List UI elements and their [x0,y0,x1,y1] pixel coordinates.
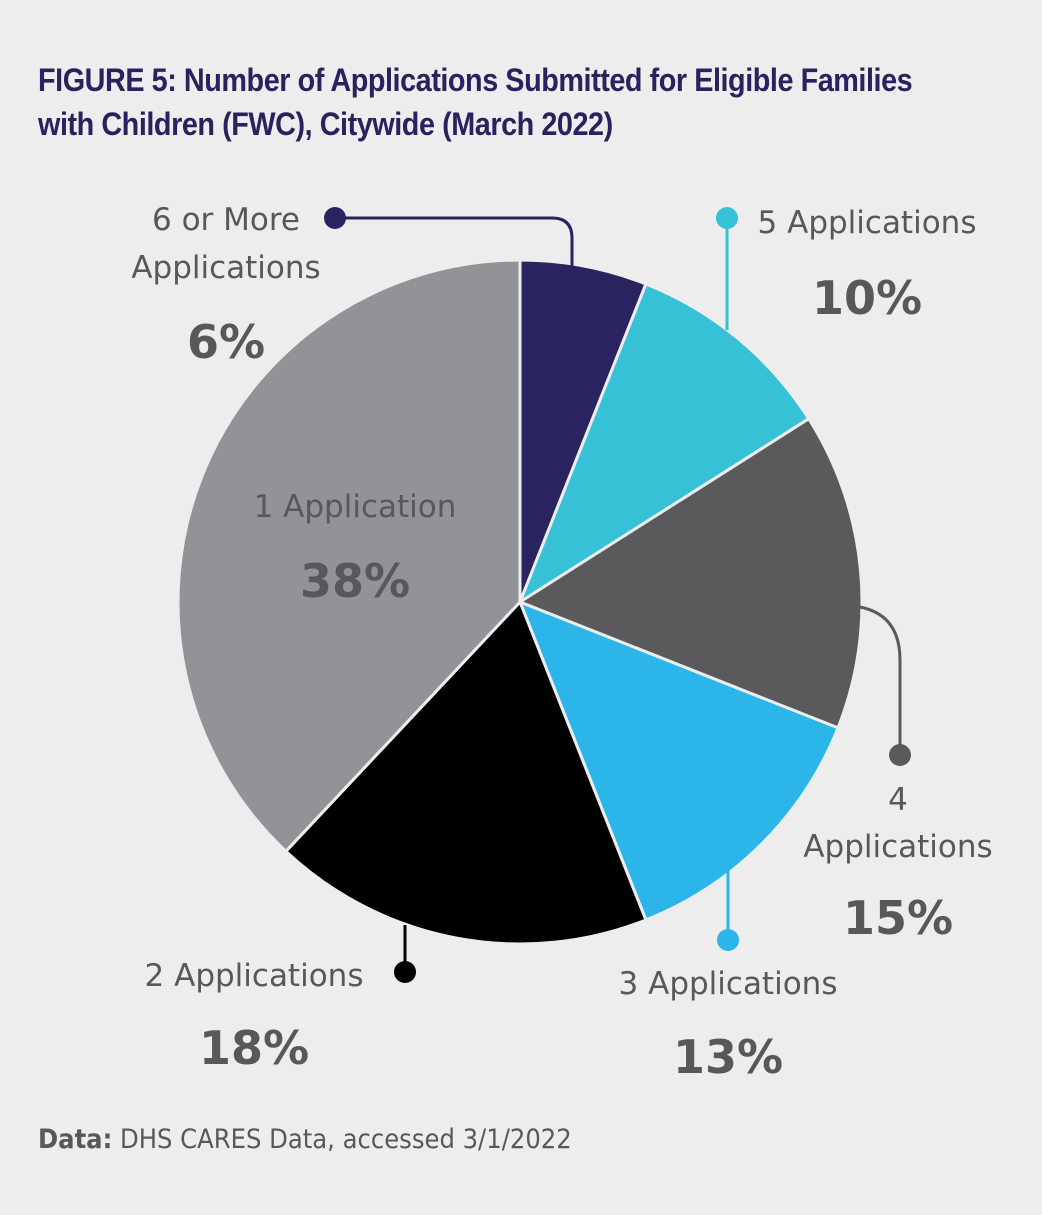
callout-line-6-or-more-applications [335,216,574,266]
data-source-text: DHS CARES Data, accessed 3/1/2022 [112,1124,572,1155]
slice-label-6-or-more-applications: Applications [131,250,320,286]
slice-percent-4-applications: 15% [843,891,953,945]
pie-slice-5-applications [518,282,811,604]
callout-dot-2-applications [394,961,416,983]
data-source-label: Data: [38,1124,113,1155]
data-source-note: Data: DHS CARES Data, accessed 3/1/2022 [38,1124,572,1155]
title-text: Number of Applications Submitted for Eli… [38,62,913,142]
slice-percent-5-applications: 10% [812,271,922,325]
callout-dot-5-applications [716,207,738,229]
slice-label-5-applications: 5 Applications [758,205,977,241]
slice-label-1-application: 1 Application [254,489,457,525]
pie-slice-2-applications [284,600,648,946]
pie-slice-6-or-more-applications [518,258,648,604]
callout-dot-6-or-more-applications [324,207,346,229]
slice-labels: 6 or More Applications 6% 5 Applications 10%… [131,202,992,1084]
callout-dot-3-applications [717,929,739,951]
pie-slice-1-application [176,258,522,853]
slice-label-6-or-more-applications: 6 or More [152,202,300,238]
chart-title: FIGURE 5: Number of Applications Submitt… [38,58,920,146]
pie-slice-4-applications [518,417,864,730]
slice-label-3-applications: 3 Applications [619,966,838,1002]
callout-line-4-applications [859,605,902,755]
callout-lines [324,207,911,983]
slice-label-2-applications: 2 Applications [145,958,364,994]
slice-percent-6-or-more-applications: 6% [187,315,265,369]
slice-percent-2-applications: 18% [199,1021,309,1075]
slice-percent-1-application: 38% [300,554,410,608]
slice-label-4-applications: 4 [888,782,908,818]
callout-dot-4-applications [889,744,911,766]
slice-label-4-applications: Applications [803,829,992,865]
pie-slices [176,258,864,946]
pie-slice-3-applications [518,600,840,922]
figure-number: FIGURE 5: [38,62,177,98]
slice-percent-3-applications: 13% [673,1030,783,1084]
